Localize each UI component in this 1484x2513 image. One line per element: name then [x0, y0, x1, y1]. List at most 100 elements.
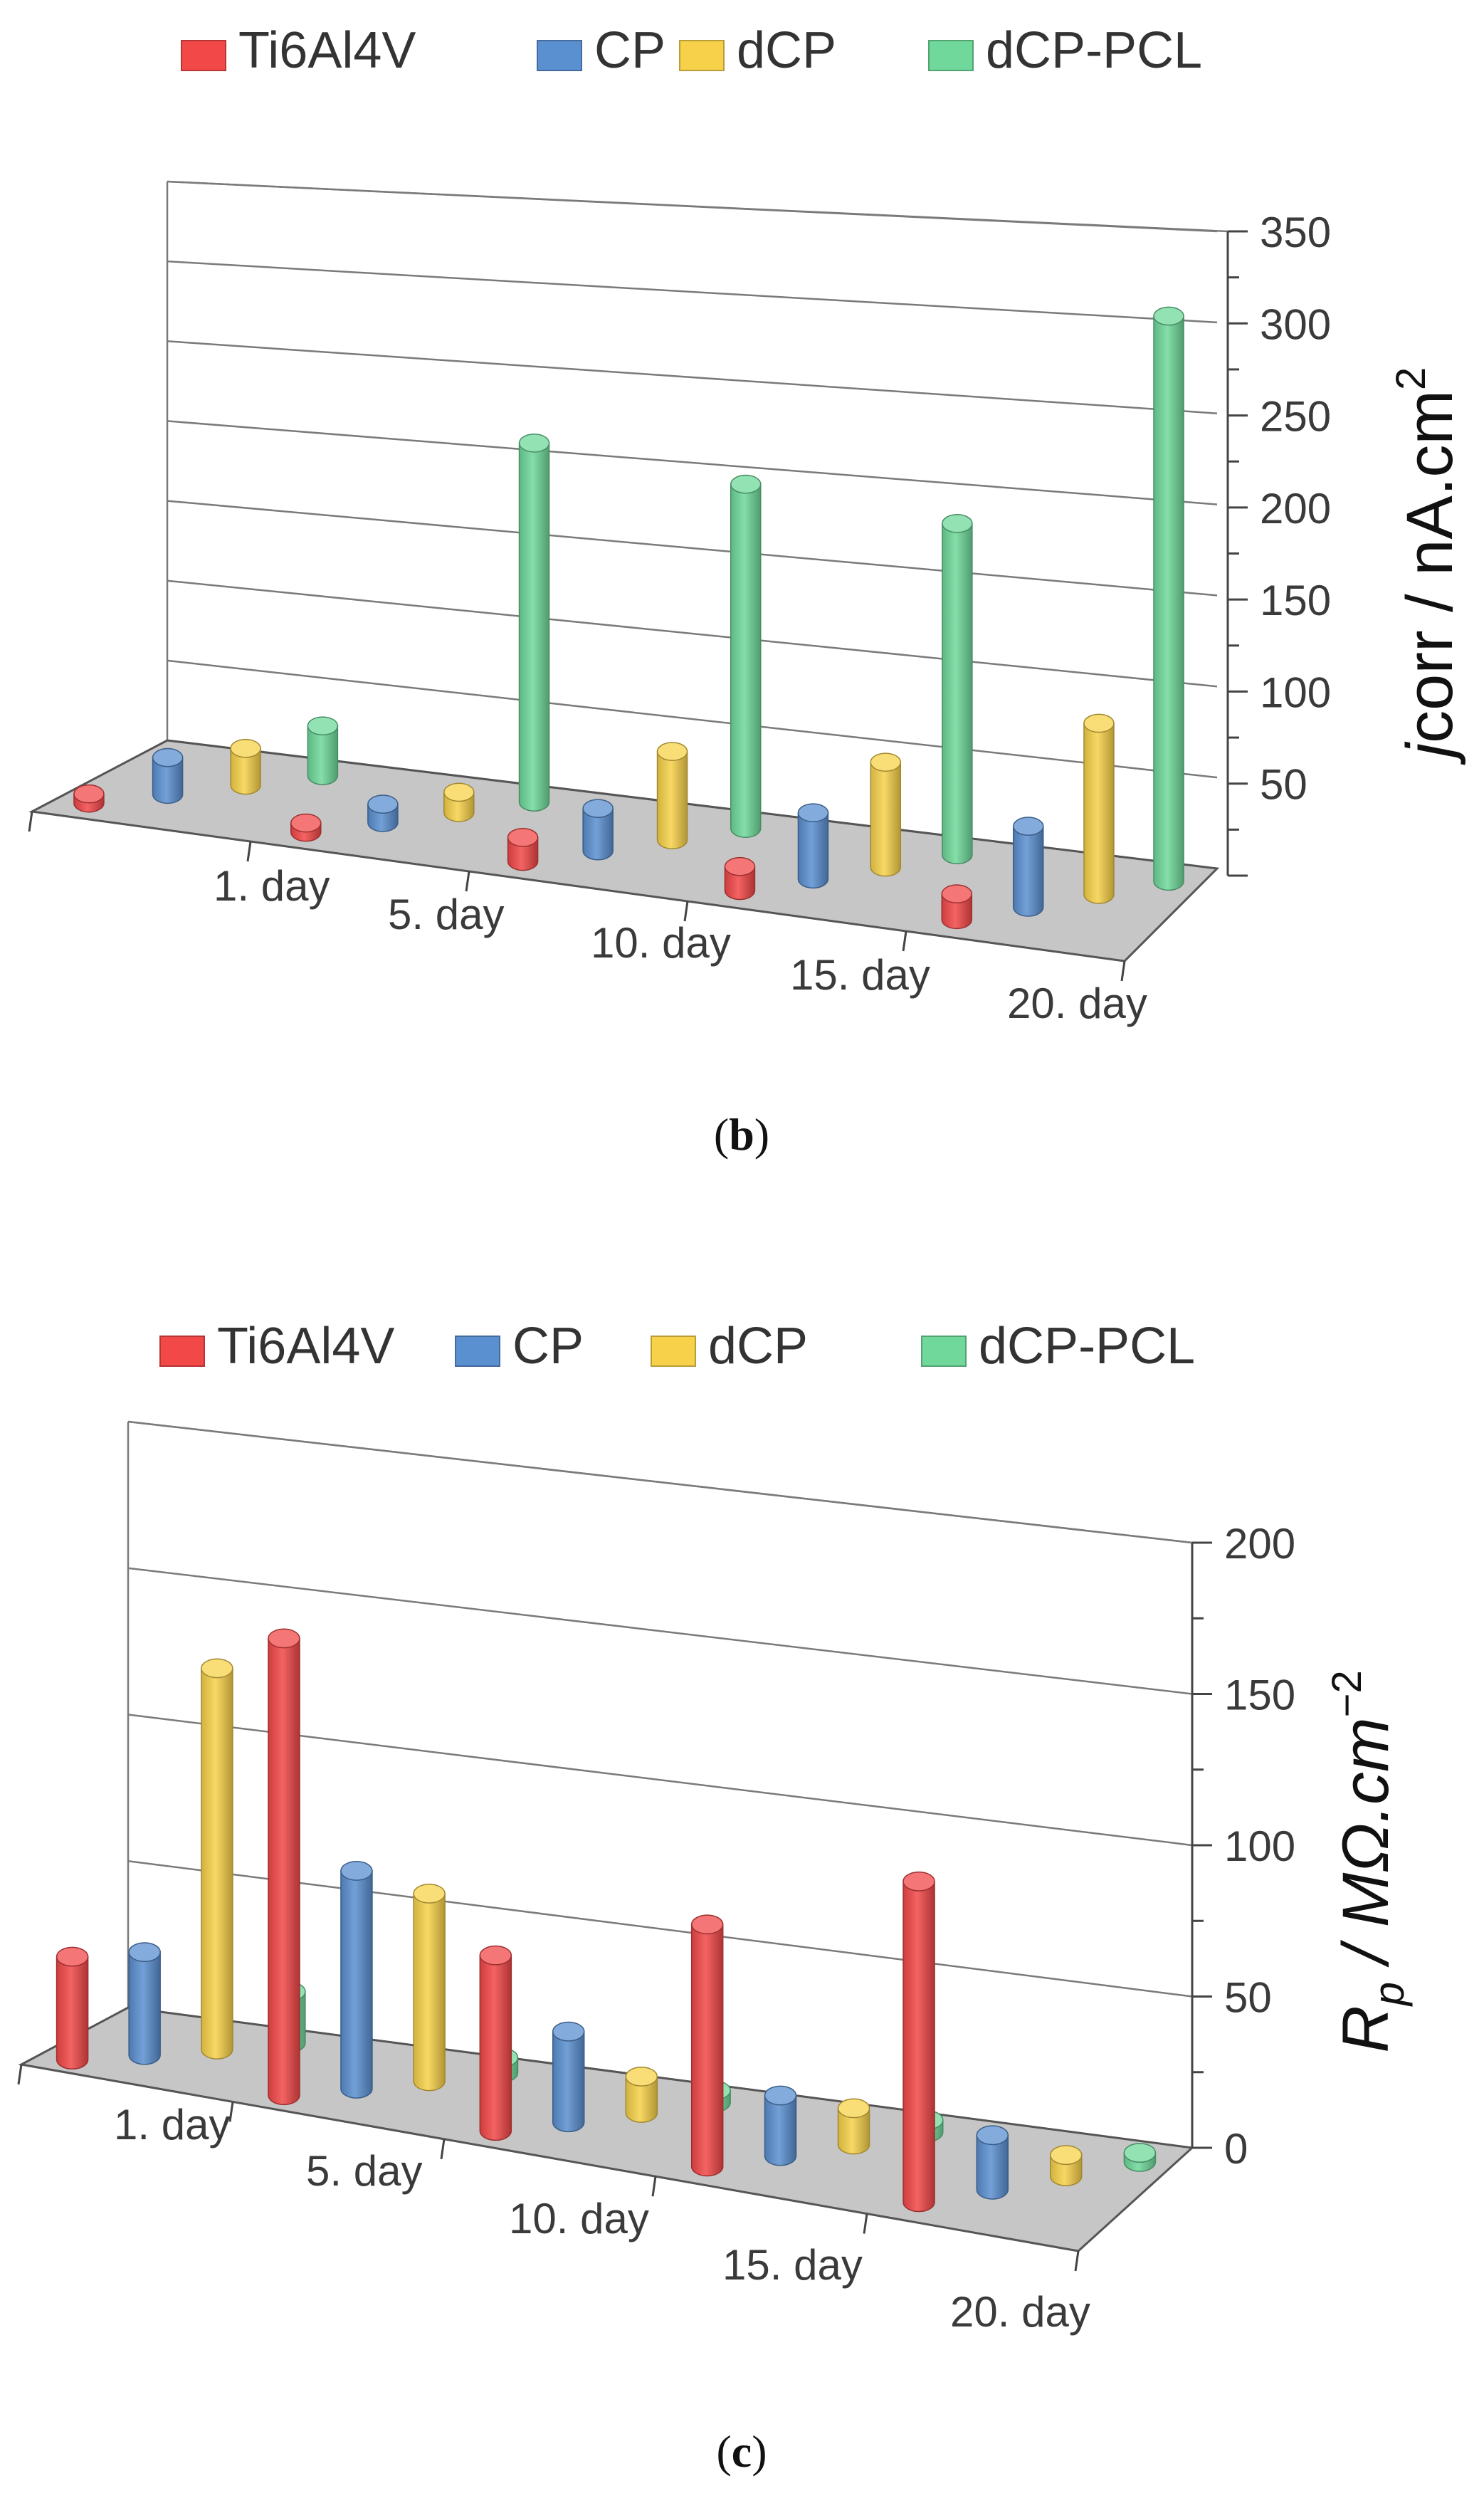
bar-body: [870, 761, 901, 877]
bar-top: [73, 784, 105, 804]
bar-body: [1083, 723, 1115, 904]
bar-body: [268, 1637, 300, 2106]
bar-body: [152, 757, 184, 804]
bar-body: [413, 1893, 446, 2092]
bar-top: [870, 752, 902, 772]
bar-ti6al4v-1-day: [73, 784, 105, 813]
x-tick: [440, 2139, 446, 2160]
bar-ti6al4v-5-day: [268, 1628, 300, 2106]
legend-item-dcp: dCP: [679, 22, 836, 79]
bar-cp-20-day: [976, 2125, 1009, 2200]
bar-dcp-pcl-20-day: [1153, 306, 1184, 891]
gridline: [127, 1860, 1193, 1998]
bar-body: [552, 2030, 585, 2133]
bar-top: [730, 474, 762, 494]
legend-item-cp: CP: [455, 1318, 584, 1375]
gridline: [167, 420, 1218, 505]
bar-top: [582, 799, 614, 819]
bar-cp-5-day: [367, 794, 399, 832]
bar-body: [307, 725, 339, 785]
bar-cp-15-day: [764, 2085, 797, 2166]
category-label-1-day: 1. day: [214, 862, 330, 910]
bar-top: [507, 828, 539, 847]
bar-ti6al4v-10-day: [507, 828, 539, 871]
legend-item-ti6al4v: Ti6Al4V: [181, 22, 416, 79]
category-label-10-day: 10. day: [591, 919, 731, 967]
bar-dcp-5-day: [413, 1883, 446, 2092]
bar-ti6al4v-15-day: [690, 1914, 724, 2177]
bar-body: [1012, 825, 1044, 917]
y-tick-label: 200: [1224, 1520, 1295, 1568]
bar-ti6al4v-1-day: [56, 1946, 89, 2070]
bars: [73, 306, 1184, 930]
bar-top: [942, 513, 973, 533]
chart-c: Ti6Al4V CP dCP dCP-PCL 0 50 100 150 200 Rp / MΩ.c…: [17, 1318, 1413, 2477]
y-tick-label: 150: [1224, 1672, 1295, 1719]
category-label-15-day: 15. day: [790, 951, 930, 999]
y-axis: 50 100 150 200 250 300 350: [1226, 209, 1331, 877]
gridline: [167, 260, 1218, 324]
gridline: [127, 1567, 1193, 1695]
wall-top-edge: [127, 1420, 1193, 1544]
bar-cp-10-day: [552, 2021, 585, 2133]
legend-swatch-cp: [537, 40, 582, 71]
bar-top: [367, 794, 399, 814]
gridline: [167, 579, 1218, 688]
back-wall: [127, 1420, 1193, 2149]
legend-item-dcp-pcl: dCP-PCL: [921, 1318, 1195, 1375]
bar-dcp-pcl-15-day: [942, 513, 973, 865]
legend-label-dcp: dCP: [708, 1318, 808, 1375]
bar-top: [625, 2066, 658, 2087]
y-tick-label: 50: [1224, 1974, 1272, 2022]
bars: [56, 1628, 1157, 2213]
bar-body: [764, 2094, 797, 2166]
category-label-20-day: 20. day: [950, 2288, 1090, 2336]
x-axis: [28, 811, 1126, 982]
x-tick: [1074, 2250, 1080, 2272]
bar-body: [942, 523, 973, 865]
bar-top: [128, 1942, 161, 1963]
bar-top: [724, 856, 756, 876]
floor: [28, 739, 1220, 962]
x-tick: [863, 2213, 868, 2234]
panel-label: (b): [714, 1109, 769, 1160]
bar-body: [518, 442, 550, 812]
bar-top: [290, 813, 322, 833]
bar-top: [152, 747, 184, 767]
bar-top: [764, 2085, 797, 2106]
bar-cp-1-day: [152, 747, 184, 804]
category-label-20-day: 20. day: [1007, 980, 1147, 1027]
bar-dcp-20-day: [1083, 713, 1115, 904]
y-tick-label: 350: [1260, 209, 1331, 256]
bar-ti6al4v-15-day: [724, 856, 756, 901]
bar-body: [479, 1954, 512, 2141]
bar-body: [625, 2076, 658, 2123]
legend-label-cp: CP: [512, 1318, 584, 1375]
panel-label: (c): [716, 2426, 767, 2477]
legend-swatch-dcp-pcl: [921, 1336, 967, 1367]
bar-ti6al4v-20-day: [902, 1871, 935, 2213]
bar-top: [941, 884, 973, 903]
legend-item-ti6al4v: Ti6Al4V: [159, 1318, 394, 1375]
bar-ti6al4v-20-day: [941, 884, 973, 930]
x-tick: [1120, 960, 1126, 982]
y-axis-title: Rp / MΩ.cm−2: [1324, 1670, 1413, 2052]
bar-dcp-1-day: [230, 738, 261, 795]
bar-top: [1153, 306, 1184, 326]
bar-top: [268, 1628, 300, 1649]
floor-plane: [28, 739, 1220, 962]
gridline: [167, 659, 1218, 779]
bar-cp-10-day: [582, 799, 614, 861]
gridline: [167, 340, 1218, 414]
y-tick-label: 300: [1260, 300, 1331, 348]
bar-body: [56, 1956, 89, 2070]
legend-item-dcp-pcl: dCP-PCL: [928, 22, 1202, 79]
bar-dcp-15-day: [870, 752, 902, 877]
bar-body: [230, 747, 261, 795]
legend-item-dcp: dCP: [651, 1318, 808, 1375]
y-tick-label: 50: [1260, 761, 1307, 809]
bar-top: [797, 803, 829, 823]
bar-body: [340, 1870, 373, 2099]
bar-body: [797, 812, 829, 889]
bar-top: [56, 1946, 89, 1967]
